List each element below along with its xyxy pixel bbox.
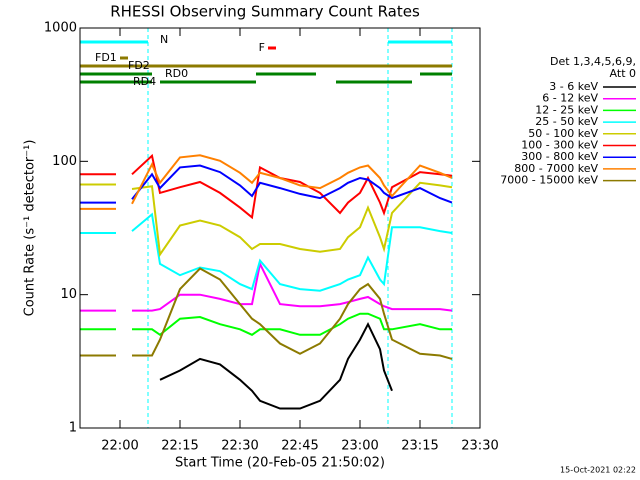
flag-label: RD4 <box>133 75 156 88</box>
flag-label: RD0 <box>165 67 188 80</box>
x-tick-label: 22:30 <box>221 439 258 454</box>
legend-label: 3 - 6 keV <box>549 80 598 93</box>
plot-frame <box>79 27 481 429</box>
series-line <box>80 260 453 312</box>
legend-label: 300 - 800 keV <box>521 150 598 163</box>
flag-label: N <box>160 33 168 46</box>
flag-label: FD1 <box>95 51 117 64</box>
y-axis-label: Count Rate (s⁻¹ detector⁻¹) <box>23 140 38 317</box>
flag-label: FD2 <box>128 59 150 72</box>
y-tick-label: 1 <box>69 421 77 436</box>
legend-header: Det 1,3,4,5,6,9, <box>550 55 636 68</box>
series-line <box>159 321 393 410</box>
legend-label: 12 - 25 keV <box>535 103 598 116</box>
series-line <box>80 267 453 360</box>
chart-title: RHESSI Observing Summary Count Rates <box>110 3 420 21</box>
series-line <box>80 181 453 258</box>
x-axis-label: Start Time (20-Feb-05 21:50:02) <box>175 456 385 471</box>
x-tick-label: 22:15 <box>161 439 198 454</box>
legend-header: Att 0 <box>610 67 636 80</box>
legend-label: 50 - 100 keV <box>528 127 598 140</box>
series-line <box>80 164 453 204</box>
legend-label: 7000 - 15000 keV <box>500 174 598 187</box>
x-tick-label: 22:45 <box>281 439 318 454</box>
y-tick-label: 100 <box>52 154 77 169</box>
legend-label: 6 - 12 keV <box>542 92 598 105</box>
y-tick-label: 1000 <box>44 21 77 36</box>
x-tick-label: 22:00 <box>101 439 138 454</box>
x-tick-label: 23:30 <box>461 439 498 454</box>
legend-label: 800 - 7000 keV <box>514 162 598 175</box>
flag-label: F <box>259 41 265 54</box>
series-line <box>80 212 453 292</box>
footer: 15-Oct-2021 02:22 <box>560 466 636 475</box>
x-tick-label: 23:00 <box>341 439 378 454</box>
series-line <box>80 154 453 210</box>
legend-label: 100 - 300 keV <box>521 139 598 152</box>
y-tick-label: 10 <box>60 287 77 302</box>
x-tick-label: 23:15 <box>401 439 438 454</box>
legend-label: 25 - 50 keV <box>535 115 598 128</box>
